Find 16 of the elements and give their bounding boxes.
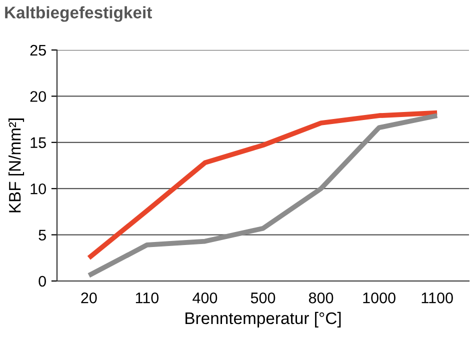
chart-title: Kaltbiegefestigkeit (5, 6, 152, 22)
x-tick-label: 800 (308, 292, 334, 304)
y-tick-label: 20 (30, 91, 46, 102)
y-tick-label: 0 (38, 276, 46, 287)
x-tick-label: 1000 (363, 292, 396, 304)
x-tick-label: 1100 (422, 292, 453, 304)
x-tick-label: 500 (250, 292, 276, 304)
x-tick-label: 110 (136, 292, 159, 304)
y-tick-label: 5 (38, 230, 46, 240)
y-tick-label: 25 (30, 44, 46, 56)
y-tick-label: 15 (30, 137, 46, 148)
x-tick-label: 20 (81, 292, 97, 304)
x-axis-title: Brenntemperatur [°C] (186, 312, 341, 328)
x-tick-label: 400 (192, 292, 218, 304)
y-axis-title: KBF [N/mm²] (8, 118, 24, 212)
y-tick-label: 10 (30, 183, 46, 194)
